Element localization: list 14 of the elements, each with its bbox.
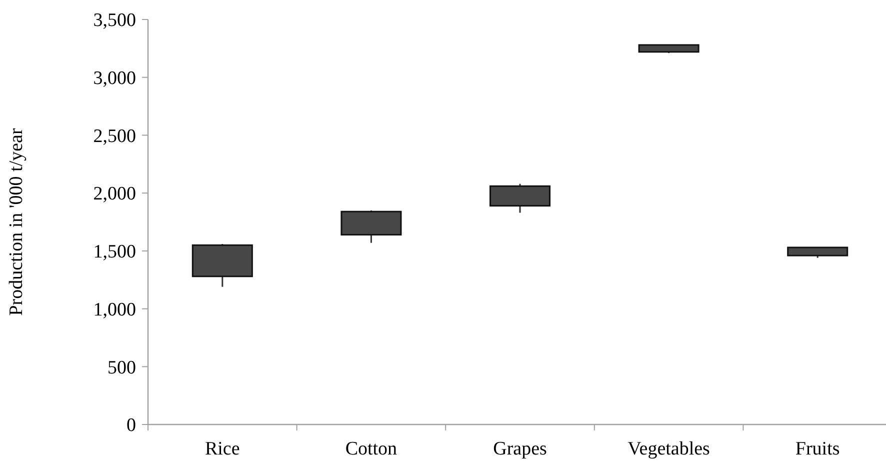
- y-tick-label: 0: [126, 415, 136, 436]
- y-axis-title: Production in '000 t/year: [6, 128, 27, 316]
- x-tick-label: Grapes: [493, 438, 547, 460]
- y-tick-label: 3,000: [93, 68, 136, 90]
- x-tick-label: Cotton: [345, 438, 398, 460]
- y-tick-label: 3,500: [93, 10, 136, 32]
- y-tick-label: 1,000: [93, 299, 136, 320]
- y-tick-label: 2,000: [93, 184, 136, 205]
- y-tick-label: 500: [108, 357, 136, 378]
- x-tick-label: Vegetables: [628, 438, 710, 460]
- y-tick-label: 2,500: [93, 126, 136, 147]
- x-tick-label: Rice: [204, 438, 240, 460]
- y-tick-label: 1,500: [93, 242, 136, 263]
- x-tick-label: Fruits: [795, 438, 840, 460]
